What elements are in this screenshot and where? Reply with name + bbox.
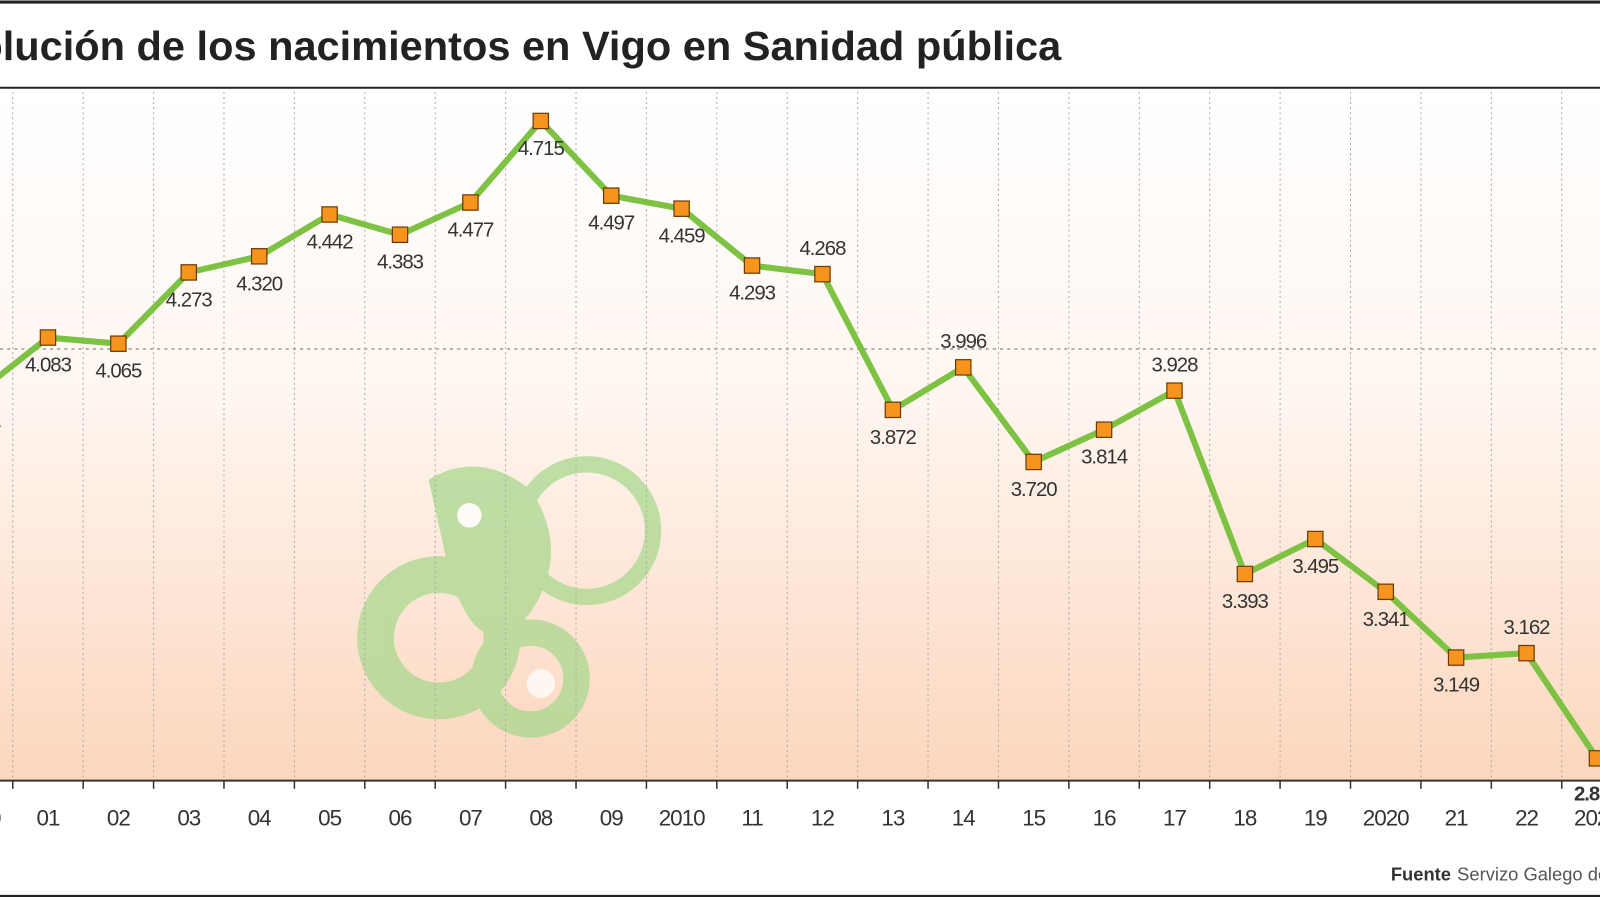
value-label: 3.720	[1011, 479, 1058, 501]
marker	[391, 226, 409, 243]
x-tick-label: 09	[600, 805, 623, 830]
value-label: 3.814	[1081, 447, 1128, 469]
marker	[602, 187, 620, 204]
marker	[1377, 583, 1394, 601]
value-label: 4.442	[307, 231, 354, 253]
x-tick-label: 02	[107, 805, 130, 830]
marker	[532, 112, 550, 130]
chart-title: Evolución de los nacimientos en Vigo en …	[0, 23, 1062, 69]
value-label: 3.341	[1363, 609, 1410, 631]
x-tick-label: 11	[741, 805, 763, 830]
x-tick-label: 14	[952, 805, 975, 830]
marker	[250, 248, 268, 265]
x-tick-label: 2023	[1574, 805, 1600, 830]
marker	[743, 257, 761, 274]
marker	[1588, 750, 1600, 767]
marker	[110, 335, 127, 352]
x-tick-label: 15	[1022, 805, 1045, 830]
value-label: 3.928	[1152, 355, 1199, 377]
value-label: 3.393	[1222, 591, 1269, 613]
value-label: 4.293	[729, 283, 776, 305]
source-note: Fuente Servizo Galego de Saúde	[1391, 863, 1600, 884]
marker	[1095, 421, 1113, 438]
value-label: 4.715	[518, 138, 565, 160]
value-label: 4.383	[377, 252, 424, 274]
marker	[321, 206, 338, 223]
value-label: 4.268	[799, 238, 846, 260]
value-label: 3.495	[1292, 556, 1339, 578]
x-tick-label: 03	[177, 805, 200, 830]
marker	[462, 194, 479, 211]
x-tick-label: 17	[1163, 805, 1186, 830]
marker	[1447, 649, 1465, 666]
value-label: 4.497	[588, 213, 635, 235]
marker	[39, 329, 57, 346]
value-label: 3.162	[1504, 617, 1551, 639]
plot-background	[0, 88, 1600, 781]
marker	[1307, 530, 1324, 548]
value-label: 4.273	[166, 289, 213, 311]
x-tick-label: 04	[248, 805, 271, 830]
x-tick-label: 06	[389, 805, 412, 830]
value-label: 3.872	[870, 427, 917, 449]
value-label: 4.083	[25, 354, 72, 376]
x-tick-label: 21	[1445, 805, 1468, 830]
value-label: 3.149	[1433, 675, 1480, 697]
value-label: 2.855	[1574, 783, 1600, 805]
value-label: 4.065	[95, 361, 142, 383]
x-tick-label: 07	[459, 805, 482, 830]
marker	[673, 200, 690, 217]
value-label: 4.459	[659, 226, 706, 248]
x-tick-label: 08	[529, 805, 552, 830]
value-label: 4.477	[447, 219, 494, 241]
x-tick-label: 18	[1233, 805, 1256, 830]
x-tick-label: 19	[1304, 805, 1327, 830]
marker	[1236, 565, 1254, 583]
data-line	[0, 117, 1600, 761]
x-tick-label: 12	[811, 805, 834, 830]
x-tick-label: 16	[1093, 805, 1116, 830]
marker	[1166, 382, 1183, 399]
x-tick-label: 2020	[1363, 805, 1409, 830]
x-tick-label: 01	[36, 805, 59, 830]
x-tick-label: 2010	[659, 805, 705, 830]
marker	[884, 401, 902, 419]
source: Servizo Galego de Saúde	[1457, 863, 1600, 884]
value-label: 3.996	[940, 331, 987, 353]
marker	[814, 265, 831, 283]
marker	[1518, 644, 1535, 662]
x-tick-label: 22	[1515, 805, 1538, 830]
source-label: Fuente	[1391, 863, 1451, 884]
marker	[180, 264, 198, 281]
marker	[955, 359, 972, 376]
pacifier-icon	[357, 456, 662, 738]
marker	[1025, 453, 1042, 471]
value-label: 4.320	[236, 273, 283, 295]
x-tick-label: 13	[881, 805, 904, 830]
x-tick-label: 05	[318, 805, 341, 830]
